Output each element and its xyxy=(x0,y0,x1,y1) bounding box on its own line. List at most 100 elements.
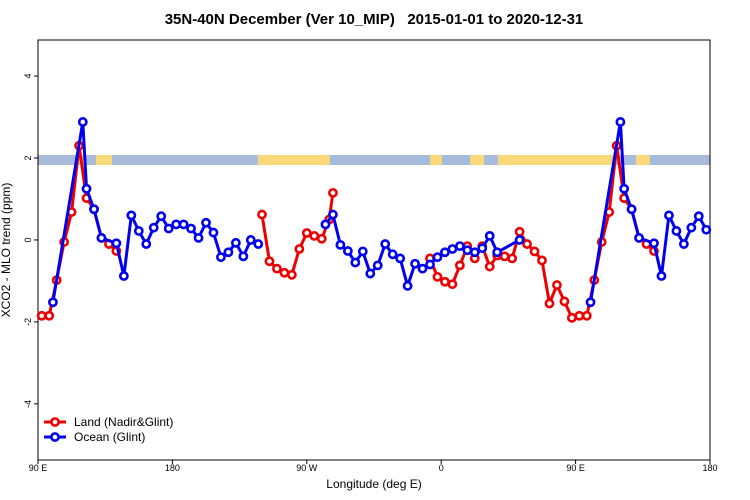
data-point xyxy=(264,256,275,267)
y-tick-label: -2 xyxy=(23,318,33,326)
data-point xyxy=(279,267,290,278)
data-point xyxy=(574,310,585,321)
x-tick-label: 90 E xyxy=(29,463,48,473)
data-point xyxy=(484,230,495,241)
data-point xyxy=(410,258,420,269)
data-point xyxy=(316,233,327,244)
data-point xyxy=(148,222,159,233)
data-point xyxy=(585,297,596,308)
legend-item: Land (Nadir&Glint) xyxy=(44,415,173,429)
data-point xyxy=(469,247,480,258)
data-point xyxy=(462,245,473,256)
legend-label: Ocean (Glint) xyxy=(74,430,145,444)
data-point xyxy=(514,226,525,237)
data-point xyxy=(380,239,391,249)
data-point xyxy=(664,210,674,221)
data-point xyxy=(230,237,241,248)
data-point xyxy=(447,244,458,254)
data-point xyxy=(320,219,331,230)
data-point xyxy=(678,239,689,249)
data-point xyxy=(48,297,58,308)
data-point xyxy=(328,187,338,198)
data-point xyxy=(111,238,122,249)
data-point xyxy=(118,271,129,281)
data-point xyxy=(301,228,312,238)
data-point xyxy=(126,210,137,221)
x-tick-label: 0 xyxy=(439,463,444,473)
data-point xyxy=(529,246,540,257)
data-point xyxy=(454,260,465,271)
data-point xyxy=(425,259,435,270)
data-point xyxy=(141,239,152,249)
data-point xyxy=(634,233,644,243)
data-point xyxy=(417,263,428,274)
data-point xyxy=(432,252,443,263)
land-strip xyxy=(470,155,484,165)
data-point xyxy=(253,239,264,249)
x-tick-label: 180 xyxy=(702,463,717,473)
x-axis-label: Longitude (deg E) xyxy=(326,477,421,491)
land-mask-strip xyxy=(38,155,710,165)
data-point xyxy=(432,271,443,282)
data-point xyxy=(656,271,667,281)
data-point xyxy=(499,251,510,262)
data-point xyxy=(223,247,234,258)
data-point xyxy=(328,209,338,220)
data-point xyxy=(357,246,368,257)
legend: Land (Nadir&Glint)Ocean (Glint) xyxy=(44,415,173,444)
data-point xyxy=(454,241,465,252)
y-tick-label: -4 xyxy=(23,400,33,408)
data-point xyxy=(440,247,450,258)
y-tick-label: 0 xyxy=(23,237,33,242)
data-point xyxy=(649,238,659,249)
data-point xyxy=(559,296,570,307)
data-point xyxy=(402,280,413,291)
data-point xyxy=(245,235,256,245)
data-point xyxy=(701,224,712,235)
data-point xyxy=(272,263,282,274)
chart-title: 35N-40N December (Ver 10_MIP) 2015-01-01… xyxy=(165,11,584,28)
data-point xyxy=(477,243,488,254)
data-point xyxy=(615,117,626,127)
data-point xyxy=(156,211,167,222)
y-axis-label: XCO2 - MLO trend (ppm) xyxy=(0,183,13,318)
data-point xyxy=(522,239,532,249)
data-point xyxy=(671,226,682,236)
land-strip xyxy=(498,155,616,165)
data-point xyxy=(372,260,383,271)
data-point xyxy=(492,247,503,258)
data-point xyxy=(208,227,219,238)
data-point xyxy=(514,235,525,245)
data-point xyxy=(133,226,144,236)
x-tick-label: 180 xyxy=(165,463,180,473)
data-point xyxy=(257,209,267,220)
data-point xyxy=(178,219,189,230)
land-strip xyxy=(258,155,330,165)
ocean-strip xyxy=(38,155,710,165)
data-point xyxy=(309,230,320,241)
land-strip xyxy=(636,155,650,165)
data-point xyxy=(294,244,305,254)
data-point xyxy=(552,280,562,290)
data-point xyxy=(686,222,697,233)
legend-swatch-point xyxy=(50,417,60,427)
data-point xyxy=(537,255,547,266)
data-point xyxy=(581,310,592,321)
data-point xyxy=(238,251,249,262)
land-strip xyxy=(96,155,112,165)
land-strip xyxy=(430,155,442,165)
data-point xyxy=(447,279,458,290)
data-point xyxy=(566,312,577,323)
data-point xyxy=(186,223,196,234)
y-tick-label: 4 xyxy=(23,74,33,79)
data-point xyxy=(342,246,353,256)
data-point xyxy=(387,249,398,260)
data-point xyxy=(395,253,406,264)
data-point xyxy=(96,233,107,243)
x-tick-label: 90 W xyxy=(296,463,318,473)
data-point xyxy=(286,269,297,280)
data-point xyxy=(440,276,450,287)
data-point xyxy=(89,204,99,215)
